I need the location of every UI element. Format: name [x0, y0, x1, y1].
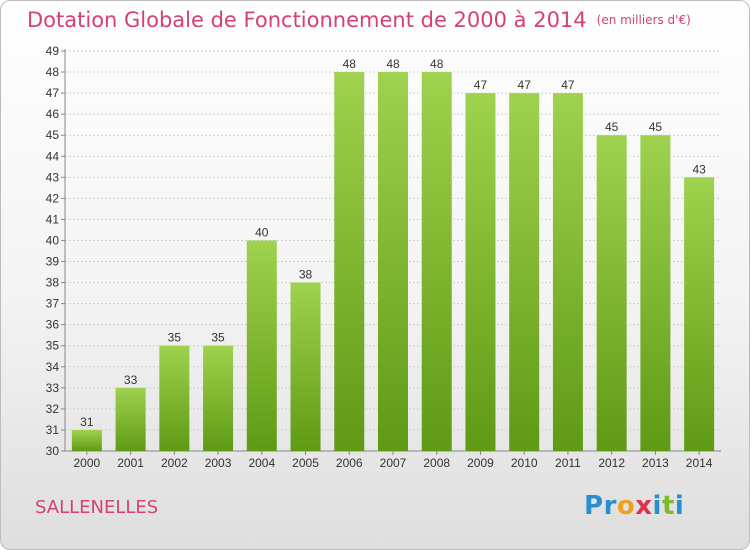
x-tick-label: 2013 [642, 456, 669, 470]
bar [378, 72, 408, 451]
x-tick-label: 2010 [511, 456, 538, 470]
x-tick-label: 2001 [117, 456, 144, 470]
y-tick-label: 38 [46, 276, 60, 290]
logo-letter: r [603, 491, 617, 521]
logo-letter: i [674, 491, 685, 521]
x-tick-label: 2014 [686, 456, 713, 470]
bar-value-label: 38 [299, 268, 313, 282]
bar-value-label: 47 [561, 78, 575, 92]
y-tick-label: 34 [46, 360, 60, 374]
x-tick-label: 2011 [555, 456, 581, 470]
y-tick-label: 33 [46, 381, 60, 395]
y-tick-label: 37 [46, 297, 60, 311]
y-tick-label: 44 [46, 149, 60, 163]
y-tick-label: 48 [46, 65, 60, 79]
y-tick-label: 39 [46, 255, 60, 269]
bar-value-label: 40 [255, 225, 269, 239]
chart-title: Dotation Globale de Fonctionnement de 20… [27, 8, 691, 32]
x-tick-label: 2008 [423, 456, 450, 470]
bar [596, 135, 627, 452]
x-tick-label: 2004 [248, 456, 275, 470]
bar [290, 282, 321, 451]
bar [684, 177, 715, 451]
bar-value-label: 35 [211, 331, 225, 345]
x-tick-label: 2005 [292, 456, 319, 470]
commune-name: SALLENELLES [35, 497, 159, 518]
bar-value-label: 48 [386, 57, 400, 71]
bar-value-label: 47 [518, 78, 532, 92]
y-tick-label: 49 [46, 44, 60, 58]
unit-note: (en milliers d'€) [596, 13, 691, 27]
bar [334, 72, 365, 451]
bar [159, 345, 190, 451]
bar-value-label: 45 [649, 120, 663, 134]
x-tick-label: 2000 [74, 456, 101, 470]
bar [465, 93, 496, 452]
proxiti-logo: Proxiti [584, 491, 684, 521]
x-tick-label: 2007 [380, 456, 407, 470]
bar-value-label: 48 [343, 57, 357, 71]
bar [246, 240, 277, 451]
logo-letter: o [616, 491, 636, 521]
bar-value-label: 31 [80, 415, 94, 429]
title-text: Dotation Globale de Fonctionnement de 20… [27, 8, 587, 32]
y-tick-label: 31 [46, 423, 60, 437]
bar [71, 429, 102, 451]
y-tick-label: 46 [46, 107, 60, 121]
bar-value-label: 35 [168, 331, 182, 345]
x-tick-label: 2003 [205, 456, 232, 470]
y-tick-label: 42 [46, 191, 60, 205]
bar-value-label: 48 [430, 57, 444, 71]
logo-letter: t [661, 491, 675, 521]
y-tick-label: 43 [46, 170, 60, 184]
x-tick-label: 2006 [336, 456, 363, 470]
bar [421, 72, 452, 451]
x-tick-label: 2009 [467, 456, 494, 470]
y-tick-label: 45 [46, 128, 60, 142]
bar [203, 345, 234, 451]
bar-value-label: 43 [692, 162, 706, 176]
y-tick-label: 30 [46, 444, 60, 458]
y-tick-label: 40 [46, 233, 60, 247]
y-tick-label: 36 [46, 318, 60, 332]
bar-value-label: 45 [605, 120, 619, 134]
bar [640, 135, 671, 452]
bar-value-label: 47 [474, 78, 488, 92]
logo-letter: i [652, 491, 662, 521]
y-tick-label: 41 [46, 212, 60, 226]
bar [509, 93, 540, 452]
logo-letter: P [584, 491, 604, 521]
y-tick-label: 32 [46, 402, 60, 416]
bar-value-label: 33 [124, 373, 138, 387]
bar [552, 93, 583, 452]
y-tick-label: 35 [46, 339, 60, 353]
logo-letter: x [635, 491, 653, 521]
x-tick-label: 2012 [598, 456, 625, 470]
bar [115, 387, 146, 451]
x-tick-label: 2002 [161, 456, 188, 470]
y-tick-label: 47 [46, 86, 60, 100]
